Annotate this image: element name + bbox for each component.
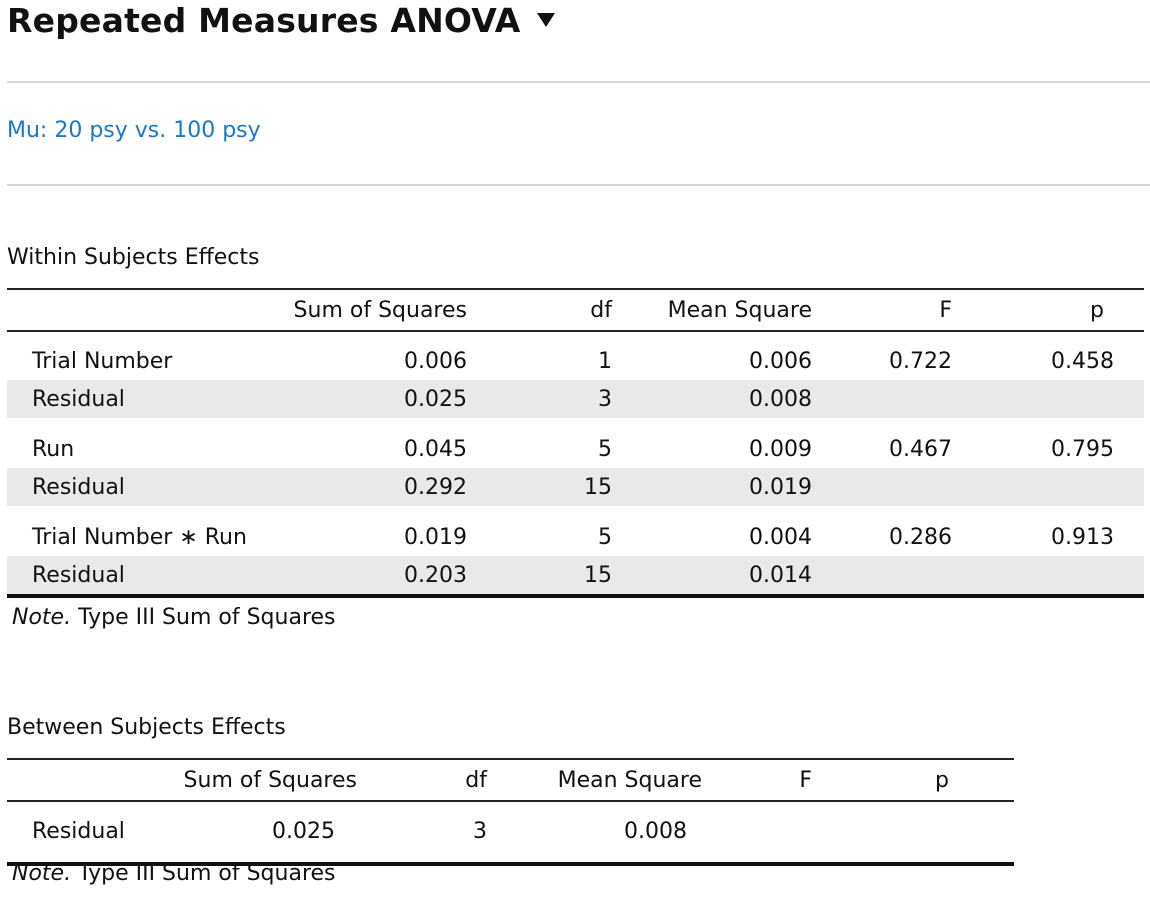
column-header-sum-of-squares: Sum of Squares [172, 758, 357, 802]
cell-df: 5 [598, 524, 612, 550]
cell-mean-square: 0.009 [749, 436, 812, 462]
cell-p: 0.795 [1051, 436, 1114, 462]
analysis-title: Repeated Measures ANOVA [7, 0, 521, 40]
column-header-df: df [467, 288, 612, 332]
table-row: Run 0.045 5 0.009 0.467 0.795 [7, 430, 1144, 468]
table-row: Residual 0.203 15 0.014 [7, 556, 1144, 596]
cell-df: 3 [467, 380, 612, 418]
between-table-note: Note. Type III Sum of Squares [12, 861, 336, 886]
cell-sum-of-squares: 0.203 [292, 556, 467, 596]
cell-f: 0.722 [889, 348, 952, 374]
cell-sum-of-squares: 0.019 [404, 524, 467, 550]
analysis-subtitle[interactable]: Mu: 20 psy vs. 100 psy [7, 118, 261, 143]
row-label: Trial Number ∗ Run [32, 524, 247, 550]
column-header-sum-of-squares: Sum of Squares [292, 288, 467, 332]
cell-mean-square: 0.008 [624, 818, 687, 844]
cell-mean-square: 0.019 [612, 468, 812, 506]
between-subjects-title: Between Subjects Effects [7, 715, 286, 740]
cell-f: 0.467 [889, 436, 952, 462]
analysis-header: Repeated Measures ANOVA [7, 0, 555, 40]
row-label: Trial Number [32, 348, 173, 374]
column-header-f: F [812, 288, 952, 332]
divider [7, 184, 1150, 186]
cell-p [952, 468, 1144, 506]
column-header-f: F [702, 758, 812, 802]
cell-sum-of-squares: 0.045 [404, 436, 467, 462]
table-header-row: Sum of Squares df Mean Square F p [7, 758, 1014, 802]
cell-p: 0.458 [1051, 348, 1114, 374]
cell-p [812, 812, 1014, 850]
table-row: Residual 0.025 3 0.008 [7, 380, 1144, 418]
note-label: Note. [12, 605, 72, 630]
note-text: Type III Sum of Squares [71, 861, 336, 886]
column-header-p: p [952, 288, 1144, 332]
note-text: Type III Sum of Squares [71, 605, 336, 630]
column-header-mean-square: Mean Square [487, 758, 702, 802]
row-label: Residual [7, 556, 292, 596]
cell-sum-of-squares: 0.006 [404, 348, 467, 374]
cell-f [702, 812, 812, 850]
within-subjects-title: Within Subjects Effects [7, 245, 260, 270]
column-header-p: p [812, 758, 1014, 802]
table-row: Residual 0.292 15 0.019 [7, 468, 1144, 506]
row-label: Residual [7, 468, 292, 506]
cell-p: 0.913 [1051, 524, 1114, 550]
cell-df: 15 [467, 556, 612, 596]
cell-df: 15 [467, 468, 612, 506]
table-row: Trial Number ∗ Run 0.019 5 0.004 0.286 0… [7, 518, 1144, 556]
table-header-row: Sum of Squares df Mean Square F p [7, 288, 1144, 332]
divider [7, 81, 1150, 83]
row-label: Residual [32, 818, 125, 844]
column-header-term [7, 758, 172, 802]
cell-mean-square: 0.006 [749, 348, 812, 374]
row-label: Run [32, 436, 75, 462]
cell-sum-of-squares: 0.292 [292, 468, 467, 506]
row-label: Residual [7, 380, 292, 418]
between-subjects-table: Sum of Squares df Mean Square F p Residu… [7, 758, 1014, 868]
cell-df: 5 [598, 436, 612, 462]
table-row: Residual 0.025 3 0.008 [7, 812, 1014, 850]
cell-sum-of-squares: 0.025 [292, 380, 467, 418]
cell-f: 0.286 [889, 524, 952, 550]
cell-sum-of-squares: 0.025 [272, 818, 335, 844]
column-header-mean-square: Mean Square [612, 288, 812, 332]
cell-f [812, 468, 952, 506]
within-table-note: Note. Type III Sum of Squares [12, 605, 336, 630]
table-row: Trial Number 0.006 1 0.006 0.722 0.458 [7, 342, 1144, 380]
cell-f [812, 380, 952, 418]
cell-f [812, 556, 952, 596]
column-header-df: df [357, 758, 487, 802]
cell-mean-square: 0.014 [612, 556, 812, 596]
column-header-term [7, 288, 292, 332]
cell-df: 1 [598, 348, 612, 374]
cell-mean-square: 0.004 [749, 524, 812, 550]
cell-p [952, 380, 1144, 418]
cell-mean-square: 0.008 [612, 380, 812, 418]
cell-p [952, 556, 1144, 596]
caret-down-icon[interactable] [536, 13, 555, 27]
cell-df: 3 [473, 818, 487, 844]
note-label: Note. [12, 861, 72, 886]
within-subjects-table: Sum of Squares df Mean Square F p Trial … [7, 288, 1144, 600]
